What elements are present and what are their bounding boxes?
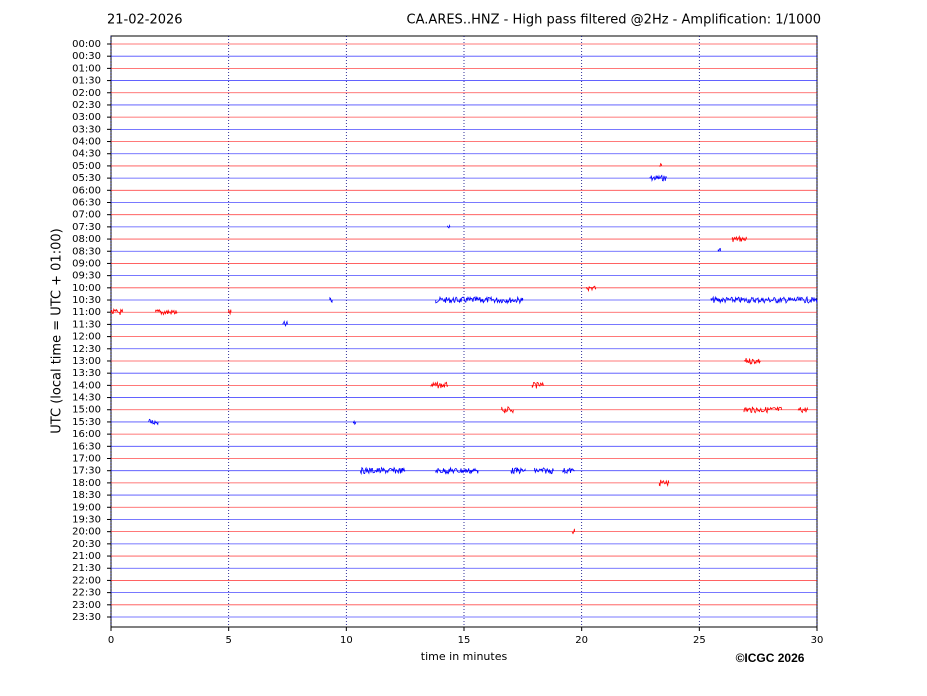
y-tick-label: 04:30 (72, 149, 101, 160)
seismic-burst (710, 295, 818, 305)
y-tick-label: 05:30 (72, 173, 101, 184)
y-tick-label: 10:30 (72, 295, 101, 306)
y-tick-label: 19:30 (72, 514, 101, 525)
x-tick-label: 30 (811, 635, 824, 646)
y-tick-label: 19:00 (72, 502, 101, 513)
y-tick-label: 09:00 (72, 258, 101, 269)
y-tick-label: 23:00 (72, 600, 101, 611)
seismic-burst (228, 309, 232, 316)
plot-frame (110, 35, 818, 628)
chart-title: 21-02-2026 (107, 13, 183, 28)
y-tick-label: 03:00 (72, 112, 101, 123)
y-tick-label: 03:30 (72, 124, 101, 135)
y-tick-label: 01:30 (72, 76, 101, 87)
y-tick-label: 16:30 (72, 441, 101, 452)
seismic-burst (717, 247, 721, 253)
seismic-burst (501, 405, 514, 414)
y-tick-label: 15:30 (72, 417, 101, 428)
y-tick-label: 20:30 (72, 539, 101, 550)
seismic-burst (571, 528, 576, 535)
seismic-burst (743, 358, 761, 365)
y-tick-label: 00:00 (72, 39, 101, 50)
y-tick-label: 10:00 (72, 283, 101, 294)
y-tick-label: 11:30 (72, 319, 101, 330)
y-tick-label: 21:30 (72, 563, 101, 574)
y-tick-label: 13:30 (72, 368, 101, 379)
seismic-burst (562, 467, 575, 475)
x-tick-label: 25 (693, 635, 706, 646)
y-tick-label: 06:00 (72, 185, 101, 196)
seismic-burst (534, 467, 554, 475)
y-tick-label: 08:30 (72, 246, 101, 257)
x-tick-label: 20 (575, 635, 588, 646)
y-tick-label: 01:00 (72, 63, 101, 74)
y-tick-label: 15:00 (72, 405, 101, 416)
seismic-burst (585, 285, 597, 293)
seismic-burst (649, 174, 667, 182)
seismic-burst (743, 406, 783, 414)
y-axis-label: UTC (local time = UTC + 01:00) (50, 228, 65, 433)
y-tick-label: 17:30 (72, 466, 101, 477)
seismic-burst (155, 308, 178, 316)
chart-subtitle: CA.ARES..HNZ - High pass filtered @2Hz -… (407, 13, 821, 28)
seismic-burst (447, 224, 451, 229)
y-tick-label: 11:00 (72, 307, 101, 318)
y-tick-label: 08:00 (72, 234, 101, 245)
y-tick-label: 06:30 (72, 197, 101, 208)
y-tick-label: 23:30 (72, 612, 101, 623)
y-tick-label: 20:00 (72, 527, 101, 538)
y-tick-label: 18:30 (72, 490, 101, 501)
seismic-burst (360, 466, 406, 476)
y-tick-label: 05:00 (72, 161, 101, 172)
y-tick-label: 02:30 (72, 100, 101, 111)
x-tick-label: 10 (340, 635, 353, 646)
seismic-burst (797, 406, 808, 414)
x-tick-label: 0 (108, 635, 114, 646)
seismic-burst (731, 234, 747, 243)
seismic-burst (329, 296, 333, 304)
y-tick-label: 22:30 (72, 588, 101, 599)
seismic-burst (531, 381, 545, 389)
seismic-burst (110, 308, 124, 316)
y-tick-label: 12:30 (72, 344, 101, 355)
y-tick-label: 04:00 (72, 137, 101, 148)
seismic-burst (282, 320, 288, 328)
y-tick-label: 14:00 (72, 380, 101, 391)
y-tick-label: 14:30 (72, 393, 101, 404)
y-tick-label: 18:00 (72, 478, 101, 489)
y-tick-label: 13:00 (72, 356, 101, 367)
seismic-burst (435, 295, 524, 305)
seismic-burst (658, 479, 670, 488)
y-tick-label: 22:00 (72, 575, 101, 586)
y-tick-label: 02:00 (72, 88, 101, 99)
y-tick-label: 07:30 (72, 222, 101, 233)
seismic-burst (659, 162, 663, 167)
y-tick-label: 09:30 (72, 271, 101, 282)
x-axis-label: time in minutes (421, 650, 508, 663)
y-tick-label: 16:00 (72, 429, 101, 440)
y-tick-label: 21:00 (72, 551, 101, 562)
seismic-burst (430, 381, 448, 389)
seismic-burst (510, 467, 526, 475)
x-tick-label: 5 (225, 635, 231, 646)
y-tick-label: 12:00 (72, 332, 101, 343)
seismic-burst (435, 466, 479, 475)
y-tick-label: 17:00 (72, 454, 101, 465)
x-tick-label: 15 (458, 635, 471, 646)
y-tick-label: 07:00 (72, 210, 101, 221)
credit: ©ICGC 2026 (736, 651, 805, 665)
y-tick-label: 00:30 (72, 51, 101, 62)
seismic-burst (352, 419, 357, 426)
seismic-burst (148, 418, 159, 426)
